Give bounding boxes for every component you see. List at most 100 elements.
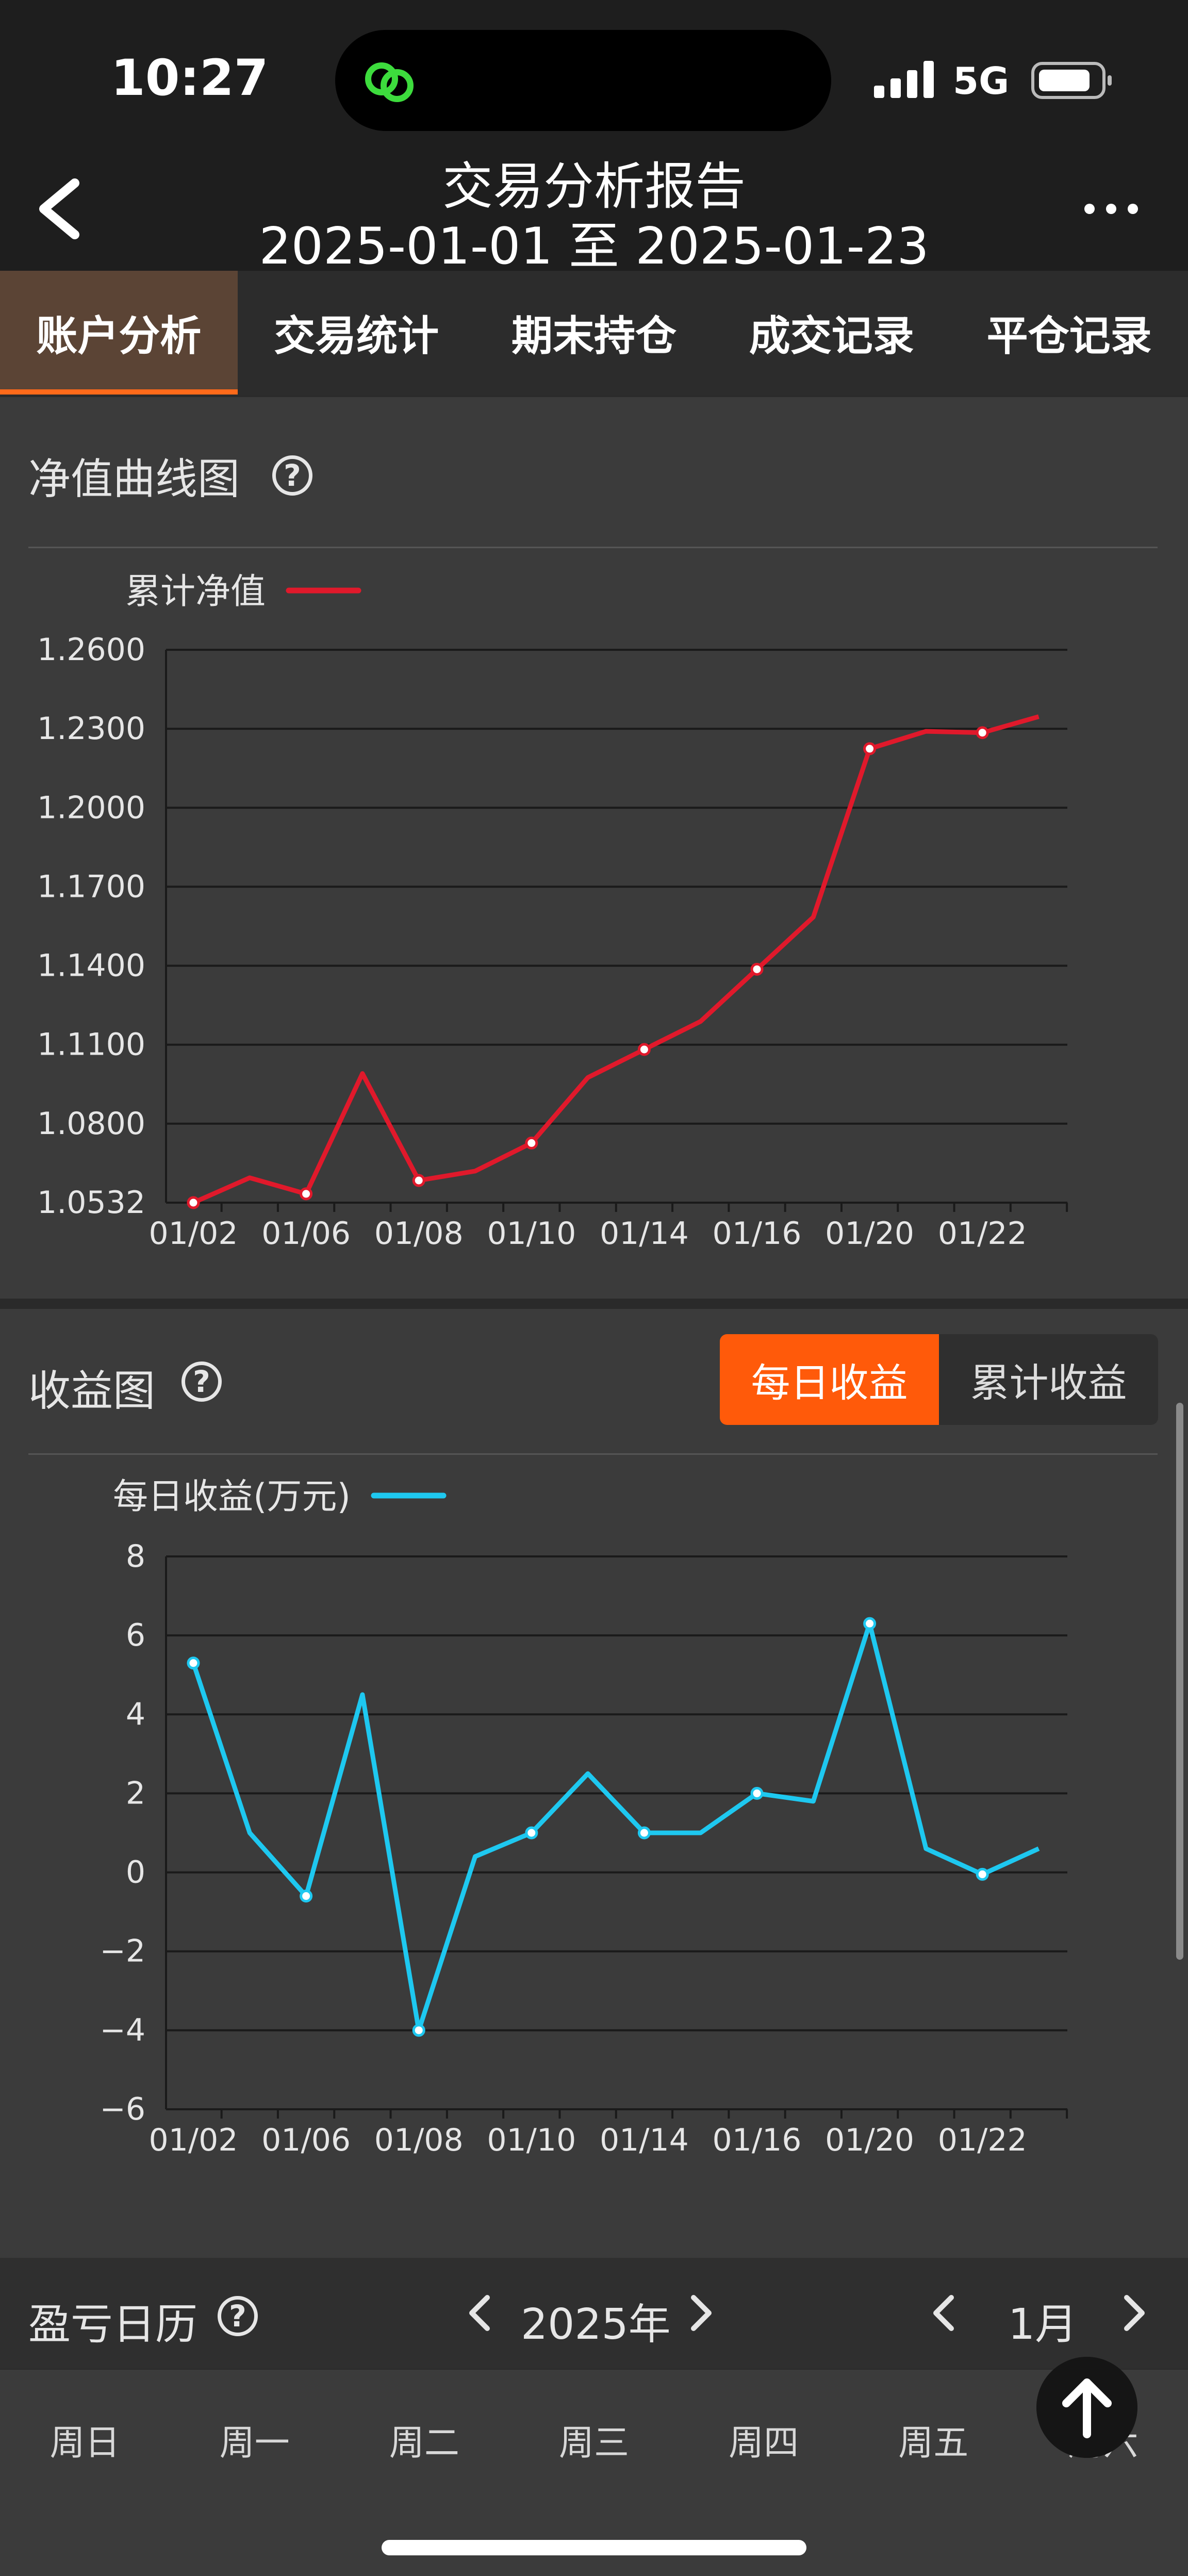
y-tick-label: −4: [100, 2012, 145, 2048]
profit-section-title: 收益图: [28, 1367, 156, 1416]
y-tick-label: 1.1700: [37, 868, 145, 905]
data-point: [412, 1174, 425, 1187]
nav-bar: [0, 155, 1188, 271]
next-month-icon[interactable]: [1119, 2290, 1150, 2336]
weekday-row: 周日 周一 周二 周三 周四 周五 周六: [0, 2370, 1188, 2478]
y-tick-label: 1.0532: [37, 1185, 145, 1221]
home-indicator[interactable]: [382, 2540, 806, 2555]
legend-label: 累计净值: [125, 571, 266, 612]
x-tick-label: 01/08: [374, 1216, 464, 1252]
y-tick-label: −2: [100, 1933, 145, 1970]
y-tick-label: 1.2300: [37, 711, 145, 747]
tab-bar: 账户分析 交易统计 期末持仓 成交记录 平仓记录: [0, 271, 1188, 395]
data-point: [525, 1826, 538, 1840]
weekday-label: 周日: [50, 2422, 120, 2464]
y-tick-label: 1.2600: [37, 632, 145, 668]
x-tick-label: 01/10: [487, 2122, 576, 2158]
status-time: 10:27: [111, 49, 269, 107]
weekday-label: 周四: [729, 2422, 799, 2464]
x-tick-label: 01/08: [374, 2122, 464, 2158]
weekday-label: 周五: [898, 2422, 969, 2464]
x-tick-label: 01/10: [487, 1216, 576, 1252]
month-label: 1月: [1008, 2300, 1078, 2349]
tab-fill-records[interactable]: 成交记录: [749, 312, 914, 360]
y-tick-label: 8: [126, 1538, 145, 1574]
y-tick-label: −6: [100, 2091, 145, 2127]
date-range: 2025-01-01 至 2025-01-23: [259, 217, 929, 276]
prev-month-icon[interactable]: [928, 2290, 959, 2336]
data-point: [750, 1786, 764, 1800]
x-tick-label: 01/06: [261, 1216, 351, 1252]
data-point: [300, 1187, 313, 1201]
data-point: [976, 1867, 989, 1881]
help-icon[interactable]: ?: [218, 2296, 258, 2336]
network-type: 5G: [953, 59, 1010, 103]
data-point: [863, 1617, 877, 1630]
data-point: [187, 1656, 200, 1670]
data-point: [187, 1196, 200, 1209]
bottom-area: [0, 2478, 1188, 2576]
divider: [28, 1453, 1158, 1455]
calendar-header: [0, 2258, 1188, 2369]
tab-account-analysis[interactable]: 账户分析: [0, 271, 238, 395]
x-tick-label: 01/22: [938, 1216, 1027, 1252]
y-tick-label: 1.1100: [37, 1027, 145, 1063]
calendar-title: 盈亏日历: [28, 2300, 198, 2349]
series-line: [191, 1621, 1040, 2033]
daily-profit-button[interactable]: 每日收益: [720, 1334, 939, 1425]
dynamic-island: [335, 30, 831, 131]
x-tick-label: 01/16: [713, 1216, 802, 1252]
y-tick-label: 1.0800: [37, 1106, 145, 1142]
data-point: [637, 1043, 651, 1056]
y-tick-label: 0: [126, 1855, 145, 1891]
next-year-icon[interactable]: [686, 2290, 717, 2336]
arrow-up-icon: [1062, 2378, 1112, 2438]
nav-section-title: 净值曲线图: [28, 455, 240, 504]
more-icon[interactable]: [1080, 201, 1142, 217]
tab-close-records[interactable]: 平仓记录: [986, 312, 1152, 360]
y-tick-label: 1.1400: [37, 948, 145, 984]
page-title: 交易分析报告: [442, 157, 746, 216]
x-tick-label: 01/14: [600, 1216, 689, 1252]
tab-end-positions[interactable]: 期末持仓: [511, 312, 676, 360]
data-point: [525, 1136, 538, 1150]
help-icon[interactable]: ?: [182, 1361, 222, 1402]
section-separator: [0, 1299, 1188, 1309]
weekday-label: 周三: [558, 2422, 629, 2464]
x-tick-label: 01/06: [261, 2122, 351, 2158]
link-icon: [365, 62, 414, 102]
signal-icon: [874, 61, 934, 98]
weekday-label: 周一: [219, 2422, 290, 2464]
back-icon[interactable]: [31, 170, 93, 248]
help-icon[interactable]: ?: [272, 455, 312, 496]
y-tick-label: 2: [126, 1775, 145, 1811]
cumulative-profit-button[interactable]: 累计收益: [939, 1334, 1158, 1425]
data-point: [976, 726, 989, 740]
y-tick-label: 6: [126, 1617, 145, 1653]
profit-toggle: 每日收益 累计收益: [720, 1334, 1158, 1425]
tab-trade-stats[interactable]: 交易统计: [274, 312, 439, 360]
data-point: [300, 1890, 313, 1903]
divider: [28, 547, 1158, 548]
x-tick-label: 01/22: [938, 2122, 1027, 2158]
x-tick-label: 01/20: [825, 1216, 914, 1252]
year-label: 2025年: [521, 2300, 671, 2349]
nav-chart: 1.2600 1.2300 1.2000 1.1700 1.1400 1.1100 1.08…: [37, 571, 1068, 1252]
data-point: [637, 1826, 651, 1840]
data-point: [412, 2024, 425, 2037]
series-line: [192, 714, 1040, 1205]
scroll-top-button[interactable]: [1036, 2357, 1137, 2458]
data-point: [863, 742, 877, 756]
data-point: [750, 962, 764, 976]
scrollbar[interactable]: [1176, 1403, 1183, 1960]
battery-icon: [1031, 62, 1112, 99]
prev-year-icon[interactable]: [464, 2290, 495, 2336]
profit-chart: 8 6 4 2 0 −2 −4 −601/02 01/06 01/08 01/10 01/14 01/1…: [100, 1476, 1068, 2158]
x-tick-label: 01/02: [149, 1216, 238, 1252]
x-tick-label: 01/20: [825, 2122, 914, 2158]
x-tick-label: 01/16: [713, 2122, 802, 2158]
legend-label: 每日收益(万元): [113, 1476, 351, 1517]
y-tick-label: 1.2000: [37, 790, 145, 826]
y-tick-label: 4: [126, 1696, 145, 1732]
weekday-label: 周二: [389, 2422, 459, 2464]
